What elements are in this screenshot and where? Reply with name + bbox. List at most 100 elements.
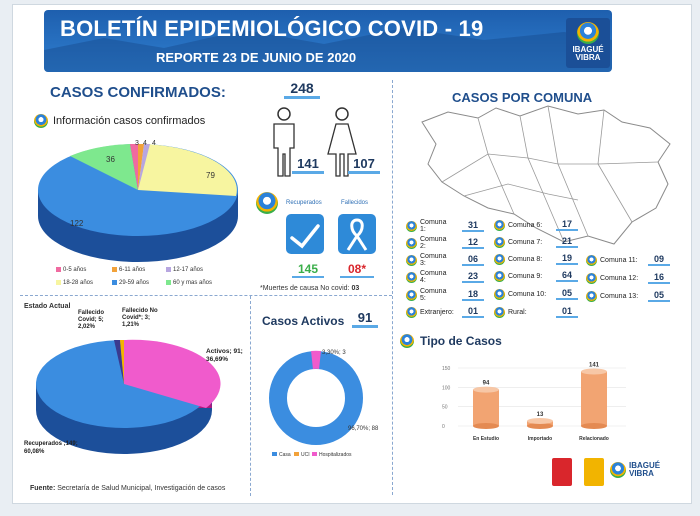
divider-vertical [392, 80, 393, 495]
logo-line1: IBAGUÉ [572, 45, 604, 54]
estado-slice-fallecido-covid [114, 339, 124, 384]
comuna-row-9: Comuna 9: 64 [494, 270, 578, 282]
tipo-bar-chart: 150 100 50 0 94 En Estudio 13 Importado 141 Relac… [442, 362, 626, 442]
y-tick-label: 0 [442, 424, 445, 430]
donut-legend-casa: Casa [279, 452, 291, 458]
pie-label-4: 79 [206, 171, 215, 180]
location-pin-icon [34, 114, 48, 128]
comuna-row-5: Comuna 5: 18 [406, 288, 484, 302]
confirmados-title: CASOS CONFIRMADOS: [50, 84, 226, 101]
comuna-row-2: Comuna 2: 12 [406, 236, 484, 250]
header-banner: BOLETÍN EPIDEMIOLÓGICO COVID - 19 REPORT… [44, 10, 612, 72]
legend-6-11: 6-11 años [112, 267, 145, 273]
pie-label-5: 122 [70, 219, 84, 228]
ibague-logo: IBAGUÉ VIBRA [566, 18, 610, 68]
activos-donut-chart: 3,30%; 3 96,70%; 88 Casa UCI Hospitaliza… [269, 350, 379, 458]
estado-slice-fallecido-no-covid [120, 339, 124, 384]
hombres-count: 141 [292, 156, 324, 174]
bar-value-label: 13 [537, 412, 544, 418]
legend-18-28: 18-28 años [56, 280, 93, 286]
footer-logo-line1: IBAGUÉ [629, 461, 661, 470]
activos-total: 91 [352, 310, 378, 328]
bar-relacionado [581, 368, 607, 429]
comuna-row-11: Comuna 11: 09 [586, 254, 670, 266]
check-icon [290, 224, 320, 249]
total-confirmados: 248 [284, 80, 320, 99]
recuperados-value: 145 [292, 262, 324, 278]
activos-title: Casos Activos [262, 314, 345, 328]
pie-slice-12-17 [138, 143, 150, 190]
edad-pie-chart: 3 4 4 79 122 36 [38, 140, 238, 262]
logo-line2: VIBRA [575, 53, 601, 62]
pie-slice-60 [70, 144, 138, 190]
comuna-row-6: Comuna 6: 17 [494, 219, 578, 231]
bar-importado [527, 417, 553, 429]
muertes-nota: *Muertes de causa No covid: 03 [260, 285, 360, 292]
escudo-icon [552, 458, 572, 486]
recuperados-label: Recuperados [286, 200, 322, 206]
y-tick-label: 50 [442, 405, 448, 411]
fallecido-covid-label: Fallecido Covid; 5; 2,02% [78, 310, 105, 330]
bar-category-label: Relacionado [579, 436, 609, 442]
fallecidos-icon-box [338, 214, 376, 254]
recuperados-estado-label: Recuperados ;149; 60,08% [24, 441, 78, 455]
comuna-row-10: Comuna 10: 05 [494, 288, 578, 300]
footer-pin-icon [610, 462, 626, 478]
comuna-row-7: Comuna 7: 21 [494, 236, 578, 248]
page-subtitle: REPORTE 23 DE JUNIO DE 2020 [156, 50, 357, 65]
pie-slice-0-5 [130, 143, 138, 190]
comuna-row-extranjero: Extranjero: 01 [406, 306, 484, 318]
bar-value-label: 141 [589, 362, 600, 368]
brand-pin-icon [256, 192, 278, 214]
donut-label-small: 3,30%; 3 [322, 350, 346, 356]
footer-logo-line2: VIBRA [629, 469, 654, 478]
comuna-row-13: Comuna 13: 05 [586, 290, 670, 302]
divider-vertical-2 [250, 296, 251, 496]
fallecidos-value: 08* [340, 262, 374, 278]
donut-label-big: 96,70%; 88 [348, 426, 379, 432]
comuna-row-4: Comuna 4: 23 [406, 270, 484, 284]
alcaldia-logo-icon [584, 458, 604, 486]
recuperados-icon-box [286, 214, 324, 254]
y-tick-label: 100 [442, 385, 451, 391]
legend-0-5: 0-5 años [56, 267, 86, 273]
pie-label-2: 4 [143, 140, 147, 147]
female-icon [327, 107, 357, 177]
legend-12-17: 12-17 años [166, 267, 203, 273]
comuna-title: CASOS POR COMUNA [452, 90, 593, 105]
fallecidos-label: Fallecidos [341, 200, 369, 206]
comuna-row-12: Comuna 12: 16 [586, 272, 670, 284]
estado-title: Estado Actual [24, 303, 71, 310]
logo-pin-icon [577, 22, 599, 44]
donut-ring-casa [269, 351, 363, 445]
pie-label-1: 3 [135, 140, 139, 147]
donut-legend-hosp: Hospitalizados [319, 452, 352, 458]
bar-category-label: Importado [528, 436, 552, 442]
y-tick-label: 150 [442, 366, 451, 372]
estado-slice-activos [124, 339, 221, 408]
info-casos-label: Información casos confirmados [34, 114, 205, 128]
tipo-title: Tipo de Casos [420, 334, 502, 348]
male-icon [273, 107, 295, 177]
comuna-row-1: Comuna 1: 31 [406, 219, 484, 233]
bar-category-label: En Estudio [473, 436, 499, 442]
comuna-row-rural: Rural: 01 [494, 306, 578, 318]
pie-slice-18-28 [138, 144, 237, 196]
ribbon-icon [346, 218, 368, 251]
divider-horizontal [20, 295, 392, 296]
comuna-row-3: Comuna 3: 06 [406, 253, 484, 267]
fallecido-no-covid-label: Fallecido No Covid*; 3; 1,21% [122, 308, 158, 328]
tipo-title-row: Tipo de Casos [400, 334, 502, 348]
comuna-row-8: Comuna 8: 19 [494, 253, 578, 265]
legend-29-59: 29-59 años [112, 280, 149, 286]
pie-label-3: 4 [152, 140, 156, 147]
footer-logo: IBAGUÉ VIBRA [610, 462, 660, 478]
bar-value-label: 94 [483, 381, 490, 387]
page-title: BOLETÍN EPIDEMIOLÓGICO COVID - 19 [60, 16, 484, 41]
tipo-pin-icon [400, 334, 414, 348]
fuente-text: Fuente: Secretaría de Salud Municipal, I… [30, 485, 226, 492]
bar-en-estudio [473, 386, 499, 429]
pie-label-6: 36 [106, 155, 115, 164]
donut-legend-uci: UCI [301, 452, 310, 458]
activos-estado-label: Activos; 91; 36,69% [206, 348, 243, 363]
